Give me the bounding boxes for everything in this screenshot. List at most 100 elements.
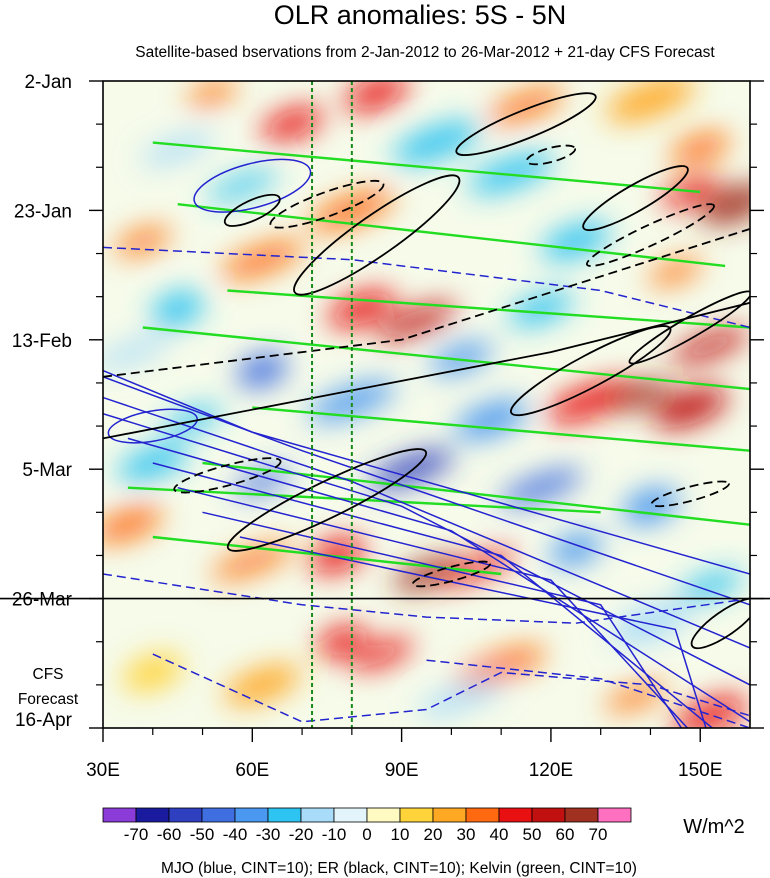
x-tick-label: 150E xyxy=(678,760,722,781)
colorbar-label: -50 xyxy=(190,825,215,844)
wave-contour xyxy=(650,480,730,508)
olr-anomaly-cell xyxy=(117,444,188,482)
colorbar-label: 20 xyxy=(424,825,443,844)
olr-anomaly-cell xyxy=(369,450,455,489)
colorbar-label: -40 xyxy=(223,825,248,844)
kelvin-contour xyxy=(227,289,750,329)
wave-contour xyxy=(226,448,428,552)
chart-footer: MJO (blue, CINT=10); ER (black, CINT=10)… xyxy=(161,860,637,877)
colorbar-swatch xyxy=(300,807,335,823)
colorbar-label: -10 xyxy=(322,825,347,844)
olr-anomaly-cell xyxy=(611,602,690,644)
mjo-contour xyxy=(426,659,750,728)
colorbar-swatch xyxy=(333,807,368,823)
olr-anomaly-cell xyxy=(103,336,171,369)
mjo-contour xyxy=(239,536,707,728)
wave-contour xyxy=(411,560,491,588)
y-tick-label: 23-Jan xyxy=(14,201,72,222)
olr-anomaly-cell xyxy=(678,570,743,602)
colorbar-label: 70 xyxy=(589,825,608,844)
chart-subtitle: Satellite-based bservations from 2-Jan-2… xyxy=(135,44,715,61)
colorbar-swatch xyxy=(597,807,632,823)
olr-anomaly-cell xyxy=(221,241,303,279)
mjo-contour xyxy=(202,511,683,728)
olr-anomaly-cell xyxy=(417,678,505,717)
mjo-contour xyxy=(152,462,714,728)
colorbar-swatch xyxy=(531,807,566,823)
y-tick-label: 16-Apr xyxy=(15,710,73,731)
mjo-contour xyxy=(177,486,689,728)
chart-title: OLR anomalies: 5S - 5N xyxy=(274,0,567,30)
olr-anomaly-cell xyxy=(206,170,279,202)
mjo-contour xyxy=(127,437,750,723)
wave-contour xyxy=(525,144,577,166)
olr-anomaly-cell xyxy=(350,639,413,669)
colorbar-swatch xyxy=(234,807,269,823)
y-tick-label: 2-Jan xyxy=(24,72,72,93)
olr-anomaly-cell xyxy=(605,683,666,712)
olr-anomaly-cell xyxy=(699,184,750,224)
mjo-contour xyxy=(103,246,750,329)
mjo-contour xyxy=(103,375,750,606)
x-tick-label: 60E xyxy=(235,760,269,781)
x-tick-label: 90E xyxy=(385,760,419,781)
olr-anomaly-cell xyxy=(345,81,409,111)
colorbar-label: 50 xyxy=(523,825,542,844)
colorbar-swatch xyxy=(267,807,302,823)
kelvin-contour xyxy=(142,326,750,391)
olr-anomaly-cell xyxy=(151,291,204,327)
colorbar-swatch xyxy=(564,807,599,823)
colorbar-swatch xyxy=(366,807,401,823)
olr-anomaly-cell xyxy=(455,400,528,440)
plot-area xyxy=(103,81,750,728)
colorbar-swatch xyxy=(168,807,203,823)
er-contour xyxy=(103,301,750,440)
olr-anomaly-cell xyxy=(610,380,671,411)
olr-anomaly-cell xyxy=(103,507,163,543)
wave-contour xyxy=(193,158,312,213)
olr-anomaly-cell xyxy=(499,469,583,506)
olr-anomaly-cell xyxy=(317,626,367,657)
wave-contour xyxy=(293,174,461,296)
olr-anomaly-cell xyxy=(549,533,602,566)
wave-contour xyxy=(585,203,715,267)
forecast-label: Forecast xyxy=(18,691,79,708)
colorbar-label: -70 xyxy=(124,825,149,844)
olr-anomaly-cell xyxy=(673,696,748,728)
olr-anomaly-cell xyxy=(211,544,293,580)
olr-anomaly-cell xyxy=(123,654,183,691)
colorbar-swatch xyxy=(201,807,236,823)
olr-anomaly-cell xyxy=(115,227,171,255)
y-tick-label: 26-Mar xyxy=(12,590,73,611)
kelvin-contour xyxy=(152,141,701,194)
kelvin-contour xyxy=(252,406,750,452)
colorbar-label: -20 xyxy=(289,825,314,844)
colorbar-swatch xyxy=(399,807,434,823)
olr-anomaly-cell xyxy=(376,303,457,340)
olr-anomaly-cell xyxy=(488,88,564,123)
colorbar-swatch xyxy=(102,807,137,823)
plot-frame xyxy=(102,80,751,729)
er-contour xyxy=(103,228,750,378)
mjo-contour xyxy=(103,412,750,686)
colorbar-label: -60 xyxy=(157,825,182,844)
wave-contour xyxy=(690,597,750,650)
colorbar-label: 30 xyxy=(457,825,476,844)
olr-anomaly-cell xyxy=(430,342,493,375)
olr-anomaly-cell xyxy=(671,329,749,363)
colorbar-swatch xyxy=(135,807,170,823)
wave-contour xyxy=(107,408,198,444)
olr-anomaly-cell xyxy=(546,380,636,423)
x-tick-label: 120E xyxy=(529,760,573,781)
wave-contour xyxy=(582,165,689,232)
mjo-contour xyxy=(152,653,750,723)
wave-contour xyxy=(223,193,281,227)
olr-anomaly-cell xyxy=(140,132,215,166)
y-tick-label: 13-Feb xyxy=(12,331,72,352)
olr-anomaly-cell xyxy=(541,222,611,260)
olr-anomaly-cell xyxy=(237,353,288,388)
colorbar-label: 10 xyxy=(391,825,410,844)
y-tick-label: 5-Mar xyxy=(22,460,72,481)
olr-anomaly-cell xyxy=(456,646,546,687)
